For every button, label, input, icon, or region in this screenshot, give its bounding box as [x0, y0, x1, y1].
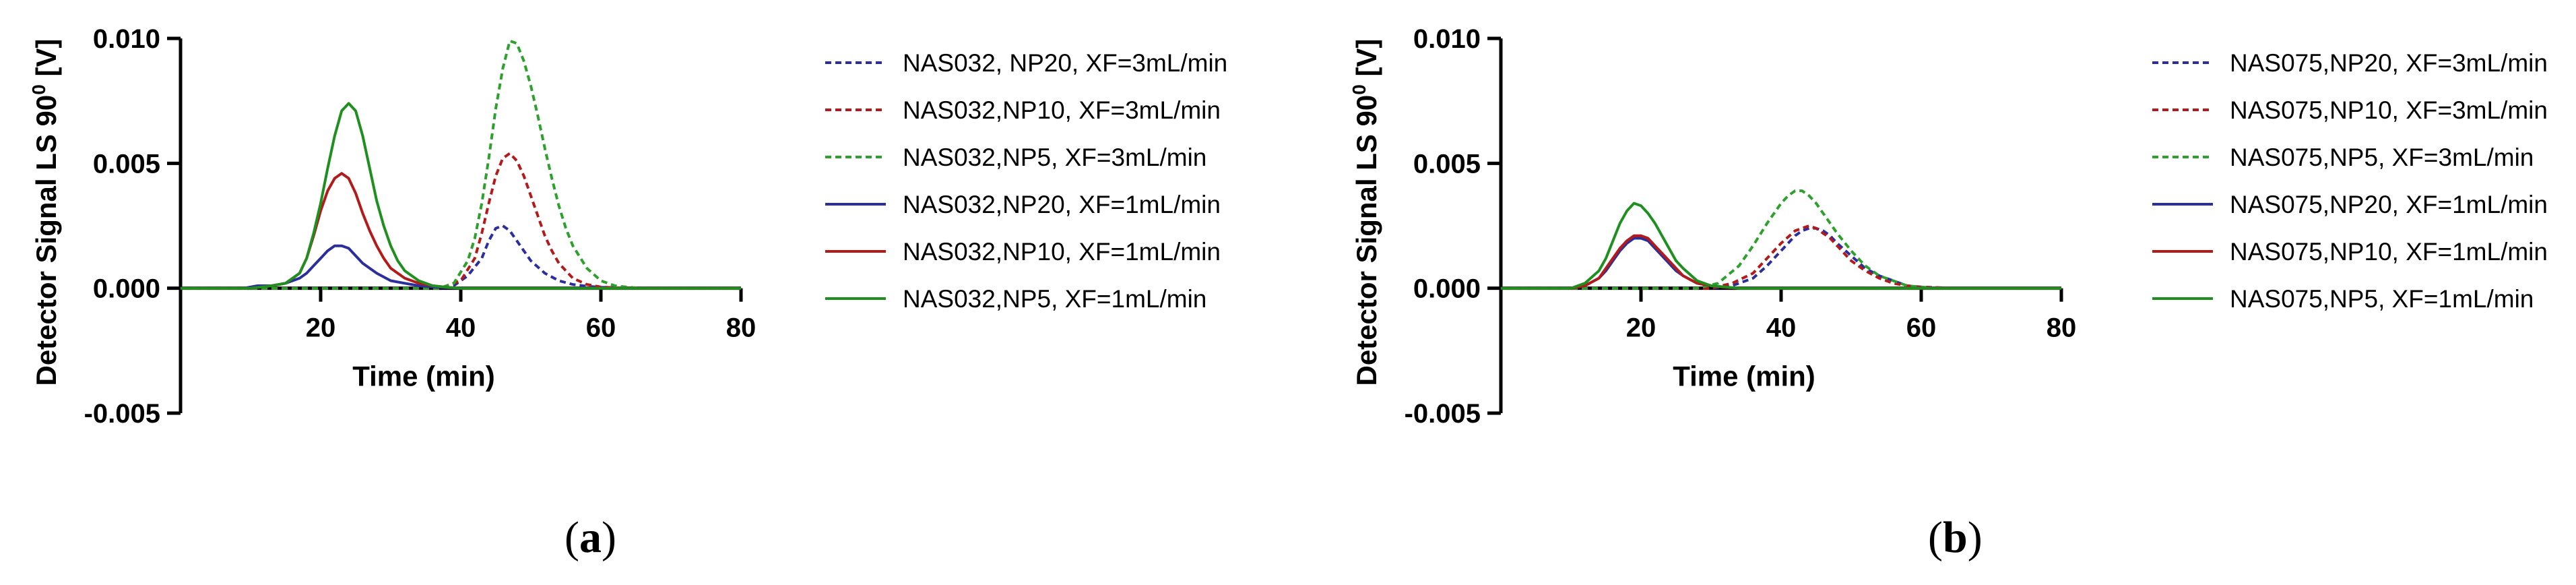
- chart-a: -0.005 0.000 0.005 0.010 20 40 60 80 Time (min) D…: [28, 24, 1227, 429]
- series-line-2: [181, 152, 741, 290]
- x-tick-label: 60: [586, 313, 616, 343]
- series-line-6: [1501, 202, 2061, 290]
- legend-label-6: NAS075,NP5, XF=1mL/min: [2230, 285, 2534, 313]
- series-line-6: [181, 102, 741, 290]
- panel-b-letter: b: [1942, 513, 1968, 562]
- legend-label-3: NAS075,NP5, XF=3mL/min: [2230, 144, 2534, 171]
- y-tick-label: 0.010: [1413, 24, 1481, 54]
- y-tick-label: 0.005: [1413, 149, 1481, 179]
- x-tick-label: 60: [1906, 313, 1937, 343]
- legend-label-4: NAS032,NP20, XF=1mL/min: [903, 191, 1221, 218]
- legend-label-5: NAS075,NP10, XF=1mL/min: [2230, 238, 2548, 266]
- y-axis-title-unit: [V]: [1351, 38, 1382, 84]
- series-line-4: [1501, 237, 2061, 290]
- legend-label-4: NAS075,NP20, XF=1mL/min: [2230, 191, 2548, 218]
- y-axis-title-main: Detector Signal LS 90: [30, 95, 62, 386]
- panel-a-label: (a): [565, 513, 616, 562]
- y-tick-label: 0.010: [93, 24, 160, 54]
- legend-label-1: NAS032, NP20, XF=3mL/min: [903, 49, 1227, 77]
- x-tick-label: 40: [1766, 313, 1797, 343]
- legend-label-2: NAS075,NP10, XF=3mL/min: [2230, 96, 2548, 124]
- legend-label-3: NAS032,NP5, XF=3mL/min: [903, 144, 1206, 171]
- panel-b: -0.005 0.000 0.005 0.010 20 40 60 80 Time (min) D…: [1288, 0, 2576, 585]
- series-line-1: [181, 224, 741, 290]
- y-tick-label: -0.005: [84, 399, 160, 429]
- x-tick-label: 20: [1626, 313, 1656, 343]
- panel-a: -0.005 0.000 0.005 0.010 20 40 60 80 Time (min) D…: [28, 24, 1227, 562]
- y-axis-title-superscript: 0: [1349, 84, 1370, 95]
- legend-label-6: NAS032,NP5, XF=1mL/min: [903, 285, 1206, 313]
- series-line-1: [1501, 226, 2061, 290]
- legend-label-1: NAS075,NP20, XF=3mL/min: [2230, 49, 2548, 77]
- panel-b-label: (b): [1928, 513, 1983, 562]
- x-tick-label: 40: [446, 313, 476, 343]
- y-tick-label: 0.000: [1413, 274, 1481, 304]
- y-tick-label: -0.005: [1405, 399, 1481, 429]
- x-tick-label: 80: [726, 313, 756, 343]
- y-axis-title-superscript: 0: [28, 84, 49, 95]
- y-tick-label: 0.005: [93, 149, 160, 179]
- series-line-3: [1501, 189, 2061, 290]
- legend-label-5: NAS032,NP10, XF=1mL/min: [903, 238, 1221, 266]
- y-tick-label: 0.000: [93, 274, 160, 304]
- legend-label-2: NAS032,NP10, XF=3mL/min: [903, 96, 1221, 124]
- y-axis-title: Detector Signal LS 900 [V]: [1349, 38, 1382, 386]
- panel-a-letter: a: [579, 513, 602, 562]
- y-axis-title-main: Detector Signal LS 90: [1351, 95, 1382, 386]
- x-tick-label: 80: [2047, 313, 2077, 343]
- series-line-2: [1501, 224, 2061, 290]
- series-line-3: [181, 39, 741, 290]
- chart-b: -0.005 0.000 0.005 0.010 20 40 60 80 Time (min) D…: [1349, 24, 2548, 429]
- y-axis-title-unit: [V]: [30, 38, 62, 84]
- x-axis-title: Time (min): [352, 361, 495, 392]
- y-axis-title: Detector Signal LS 900 [V]: [28, 38, 62, 386]
- x-tick-label: 20: [306, 313, 336, 343]
- x-axis-title: Time (min): [1673, 361, 1815, 392]
- series-line-4: [181, 244, 741, 290]
